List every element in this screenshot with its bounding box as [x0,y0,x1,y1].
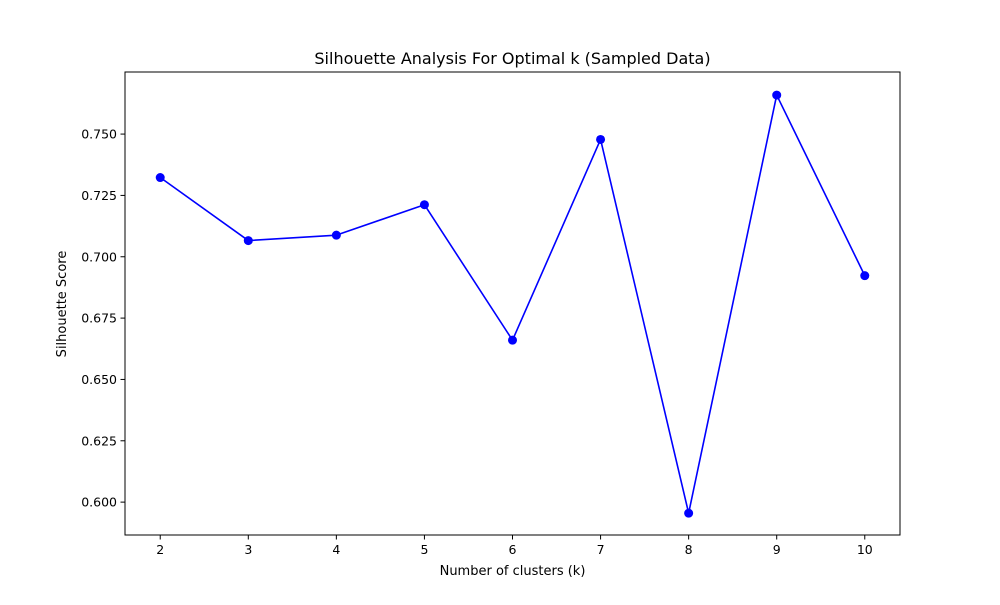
x-tick-label: 6 [509,542,517,557]
x-tick-label: 8 [685,542,693,557]
x-axis-label: Number of clusters (k) [440,564,586,579]
x-tick-label: 3 [244,542,252,557]
data-point [243,236,253,246]
plot-area: 2 3 4 5 6 7 8 9 10 0.600 0.625 0.650 0.675 0.700 0.725… [81,71,901,557]
y-tick-label: 0.675 [81,311,117,326]
x-tick-label: 9 [773,542,781,557]
y-tick-label: 0.625 [81,433,117,448]
y-tick-label: 0.750 [81,127,117,142]
chart-title: Silhouette Analysis For Optimal k (Sampl… [314,49,710,68]
x-tick-label: 4 [332,542,340,557]
data-point [596,134,606,144]
x-tick-label: 7 [597,542,605,557]
y-tick-label: 0.725 [81,188,117,203]
data-point [419,200,429,210]
x-tick-label: 5 [420,542,428,557]
y-tick-label: 0.700 [81,249,117,264]
data-point [155,173,165,183]
data-point [331,230,341,240]
data-point [508,335,517,345]
y-tick-label: 0.600 [81,495,117,510]
data-point [860,271,870,281]
y-tick-label: 0.650 [81,372,117,387]
x-tick-label: 10 [857,542,873,557]
y-axis-label: Silhouette Score [55,251,70,358]
x-tick-label: 2 [156,542,164,557]
data-point [772,90,782,100]
data-point [684,508,694,518]
